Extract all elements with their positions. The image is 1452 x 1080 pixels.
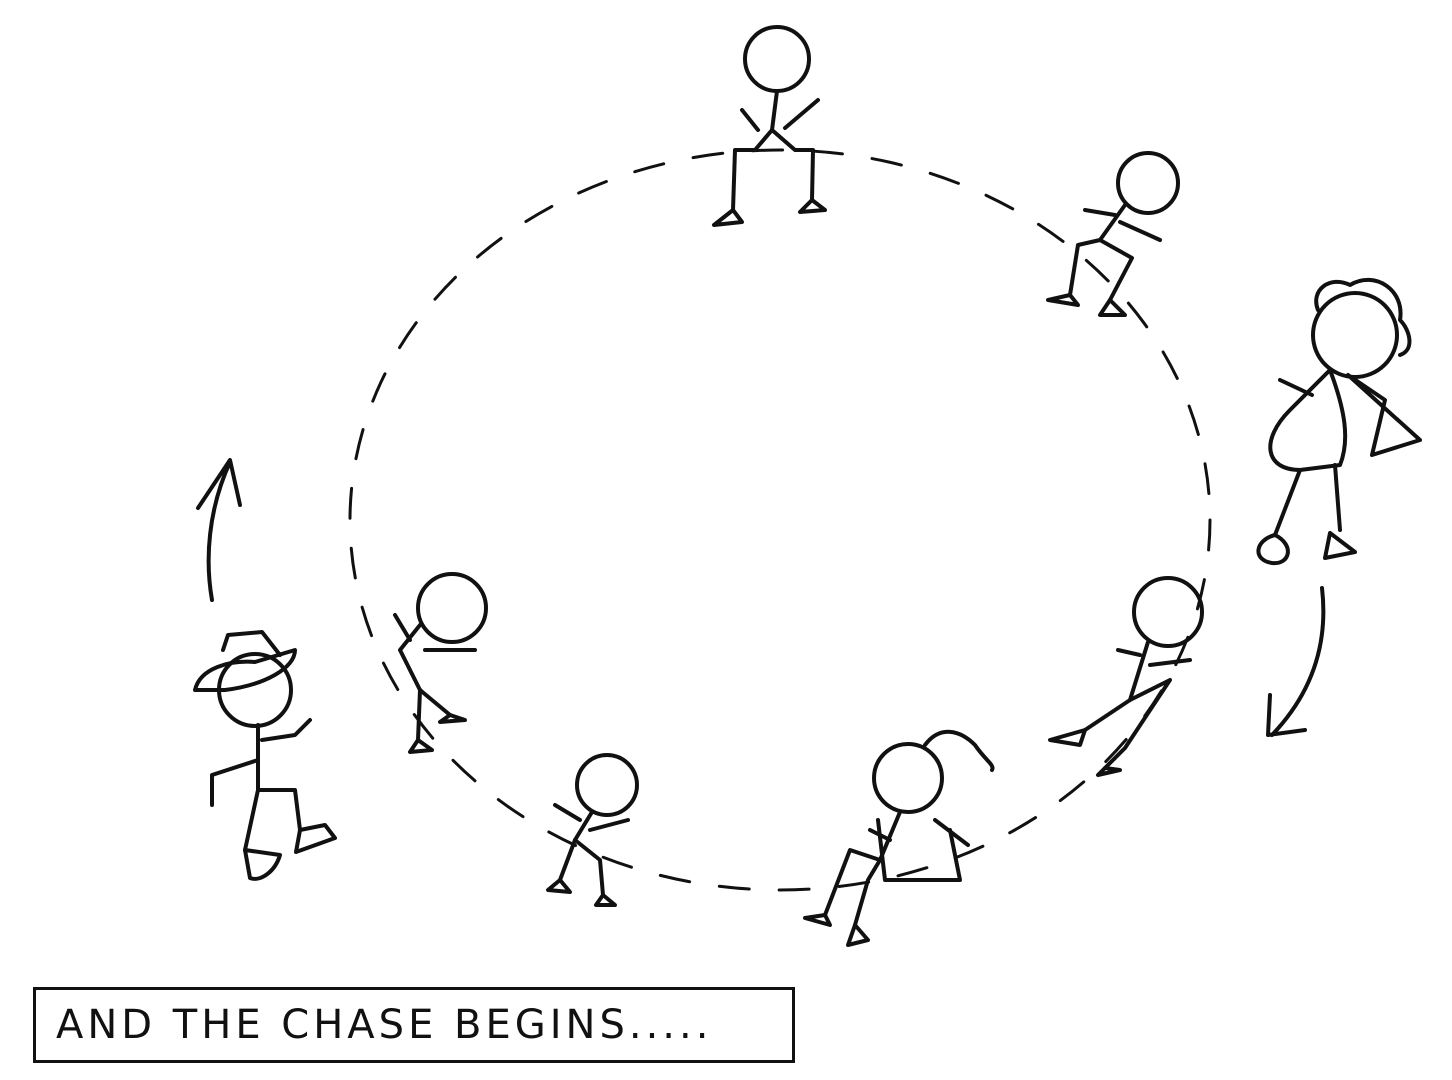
seated-child-left bbox=[393, 572, 488, 754]
up-arrow-icon bbox=[196, 458, 242, 602]
seated-child-top-right bbox=[1046, 151, 1180, 317]
dashed-circle-path bbox=[348, 148, 1212, 892]
seated-child-right bbox=[1048, 576, 1204, 777]
caption-text: AND THE CHASE BEGINS..... bbox=[56, 1002, 713, 1048]
hat-chaser-figure bbox=[193, 630, 337, 881]
ponytail-runner-figure bbox=[1256, 278, 1422, 566]
caption-box: AND THE CHASE BEGINS..... bbox=[33, 987, 795, 1063]
seated-girl-bottom bbox=[803, 729, 995, 947]
down-arrow-icon bbox=[1266, 586, 1326, 737]
seated-child-top bbox=[712, 25, 827, 227]
seated-child-bottom-left bbox=[546, 753, 639, 907]
